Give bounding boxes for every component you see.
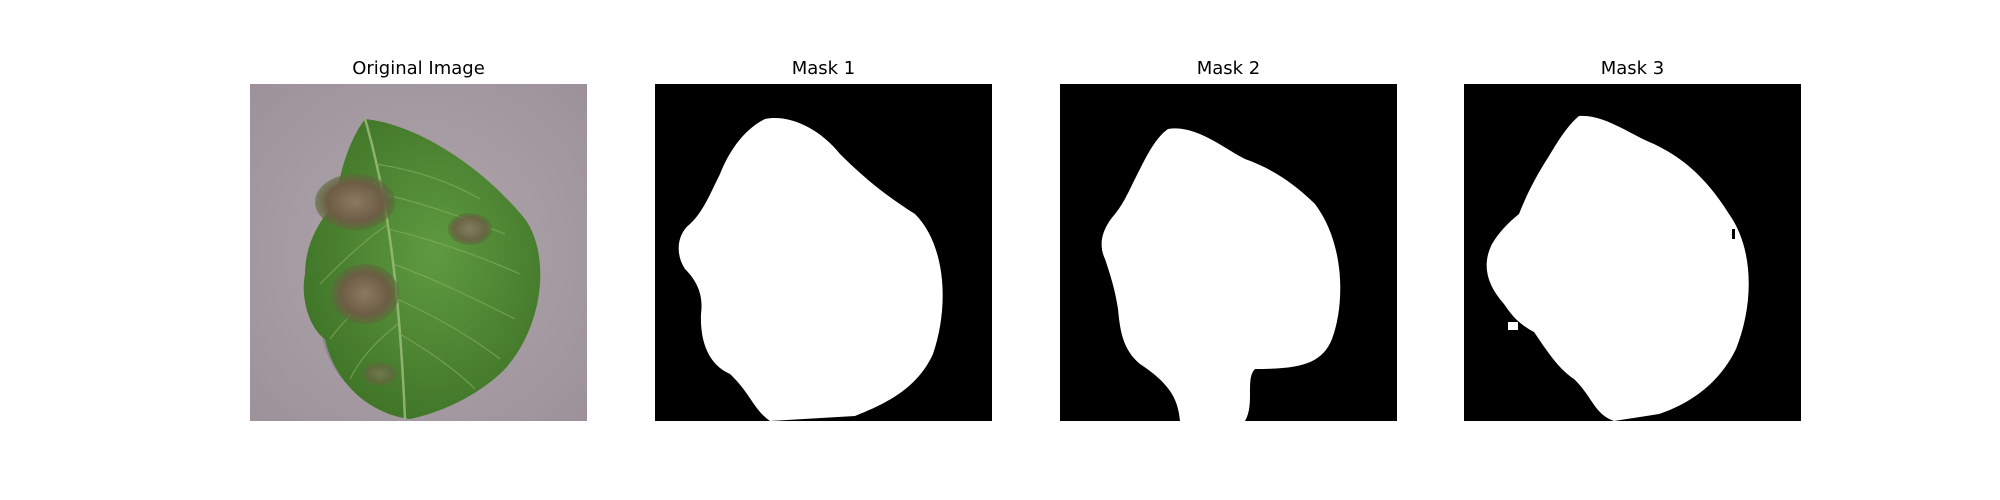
panel-title: Mask 1 [791,58,856,79]
mask-region [678,118,943,421]
leaf-midrib [363,118,407,420]
panel-mask-1: Mask 1 [655,0,992,500]
mask-artifact [1508,322,1518,330]
panel-title: Mask 2 [1196,58,1261,79]
mask-3-image [1464,84,1801,421]
original-leaf-image [250,84,587,421]
panel-mask-3: Mask 3 [1464,0,1801,500]
mask-1-image [655,84,992,421]
lesion [315,174,395,230]
mask-artifact [1732,229,1735,239]
lesion [362,362,398,386]
mask-artifact [1512,226,1518,230]
lesion [448,213,492,245]
panel-mask-2: Mask 2 [1060,0,1397,500]
lesion [331,264,399,324]
panel-title: Original Image [352,58,485,79]
panel-original-image: Original Image [250,0,587,500]
mask-2-image [1060,84,1397,421]
mask-region [1486,115,1749,421]
panel-title: Mask 3 [1600,58,1665,79]
mask-region [1101,128,1341,421]
